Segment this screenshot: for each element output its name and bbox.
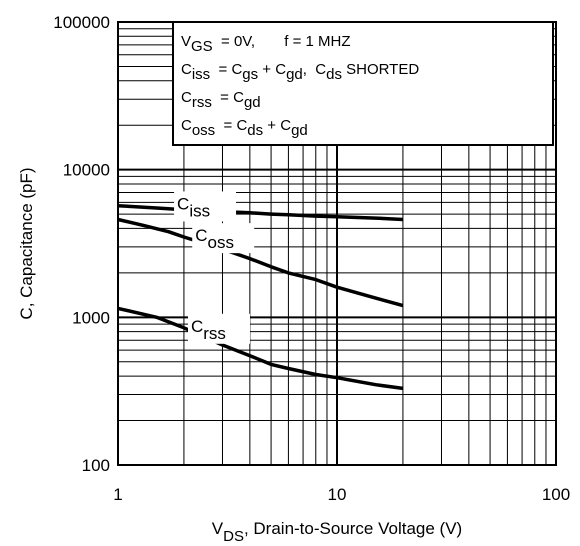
y-tick-label: 100000	[53, 13, 110, 32]
series-line-crss	[117, 306, 404, 391]
x-axis-label: VDS, Drain-to-Source Voltage (V)	[212, 519, 462, 545]
x-tick-label: 10	[328, 485, 347, 504]
series-label-crss: Crss	[191, 317, 226, 343]
series-label-bg	[187, 313, 250, 344]
y-tick-label: 10000	[63, 161, 110, 180]
legend-line: Coss = Cds + Cgd	[181, 117, 308, 139]
x-tick-label: 1	[113, 485, 122, 504]
series-labels: Ciss Coss Crss	[174, 191, 255, 344]
series-line-coss	[117, 217, 404, 308]
series-label-coss: Coss	[195, 226, 234, 252]
y-axis-label: C, Capacitance (pF)	[17, 167, 36, 319]
y-tick-label: 1000	[72, 308, 110, 327]
legend-line: VGS = 0V, f = 1 MHZ	[181, 33, 351, 55]
x-tick-label: 100	[542, 485, 570, 504]
legend-line: Crss = Cgd	[181, 89, 261, 111]
series-label-bg	[174, 191, 237, 222]
tick-labels: 1 10 100 100 1000 10000 100000	[53, 13, 570, 504]
legend-box-frame	[172, 21, 554, 146]
y-tick-label: 100	[82, 456, 110, 475]
plot-frame	[117, 21, 557, 466]
series-label-ciss: Ciss	[177, 194, 210, 220]
series-label-bg	[192, 223, 255, 254]
legend-box: VGS = 0V, f = 1 MHZ Ciss = Cgs + Cgd, Cds…	[172, 21, 554, 146]
axis-labels: VDS, Drain-to-Source Voltage (V) C, Capac…	[17, 167, 462, 545]
legend-line: Ciss = Cgs + Cgd, Cds SHORTED	[181, 61, 419, 83]
